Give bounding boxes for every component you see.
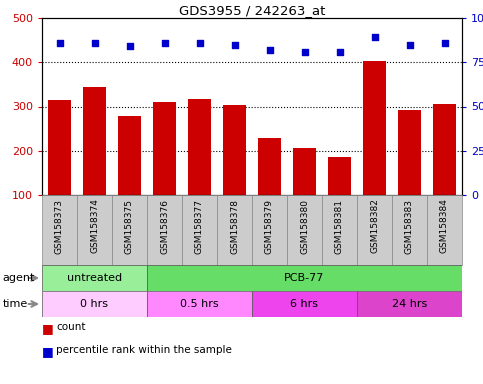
- Point: [196, 40, 203, 46]
- Text: ■: ■: [42, 345, 54, 358]
- Bar: [398, 110, 421, 195]
- Point: [266, 47, 273, 53]
- Bar: [252, 195, 287, 265]
- Bar: [322, 195, 357, 265]
- Point: [161, 40, 169, 46]
- Text: 0.5 hrs: 0.5 hrs: [180, 299, 219, 309]
- Text: percentile rank within the sample: percentile rank within the sample: [57, 345, 232, 355]
- Bar: [287, 195, 322, 265]
- Bar: [188, 99, 211, 195]
- Bar: [392, 195, 427, 265]
- Bar: [147, 291, 252, 317]
- Bar: [42, 195, 77, 265]
- Point: [91, 40, 99, 46]
- Text: 6 hrs: 6 hrs: [290, 299, 318, 309]
- Text: PCB-77: PCB-77: [284, 273, 325, 283]
- Text: GSM158377: GSM158377: [195, 199, 204, 253]
- Bar: [427, 195, 462, 265]
- Bar: [363, 61, 386, 195]
- Text: GSM158380: GSM158380: [300, 199, 309, 253]
- Text: ■: ■: [42, 322, 54, 335]
- Text: count: count: [57, 322, 86, 332]
- Title: GDS3955 / 242263_at: GDS3955 / 242263_at: [179, 4, 325, 17]
- Point: [336, 48, 343, 55]
- Bar: [147, 265, 462, 291]
- Text: 0 hrs: 0 hrs: [81, 299, 109, 309]
- Text: GSM158373: GSM158373: [55, 199, 64, 253]
- Point: [300, 48, 308, 55]
- Bar: [357, 195, 392, 265]
- Text: agent: agent: [2, 273, 35, 283]
- Bar: [112, 195, 147, 265]
- Text: GSM158379: GSM158379: [265, 199, 274, 253]
- Bar: [147, 195, 182, 265]
- Bar: [83, 86, 106, 195]
- Text: GSM158384: GSM158384: [440, 199, 449, 253]
- Text: GSM158376: GSM158376: [160, 199, 169, 253]
- Point: [56, 40, 63, 46]
- Bar: [182, 195, 217, 265]
- Bar: [217, 195, 252, 265]
- Point: [440, 40, 448, 46]
- Point: [231, 41, 239, 48]
- Bar: [118, 116, 141, 195]
- Text: GSM158383: GSM158383: [405, 199, 414, 253]
- Text: GSM158381: GSM158381: [335, 199, 344, 253]
- Bar: [258, 138, 281, 195]
- Text: time: time: [2, 299, 28, 309]
- Bar: [293, 148, 316, 195]
- Text: untreated: untreated: [67, 273, 122, 283]
- Text: GSM158374: GSM158374: [90, 199, 99, 253]
- Text: GSM158382: GSM158382: [370, 199, 379, 253]
- Bar: [252, 291, 357, 317]
- Point: [370, 35, 378, 41]
- Bar: [48, 100, 71, 195]
- Bar: [223, 105, 246, 195]
- Text: GSM158375: GSM158375: [125, 199, 134, 253]
- Bar: [42, 291, 147, 317]
- Text: GSM158378: GSM158378: [230, 199, 239, 253]
- Bar: [357, 291, 462, 317]
- Bar: [42, 265, 147, 291]
- Bar: [328, 157, 351, 195]
- Text: 24 hrs: 24 hrs: [392, 299, 427, 309]
- Bar: [153, 102, 176, 195]
- Point: [406, 41, 413, 48]
- Point: [126, 43, 133, 50]
- Bar: [77, 195, 112, 265]
- Bar: [433, 104, 456, 195]
